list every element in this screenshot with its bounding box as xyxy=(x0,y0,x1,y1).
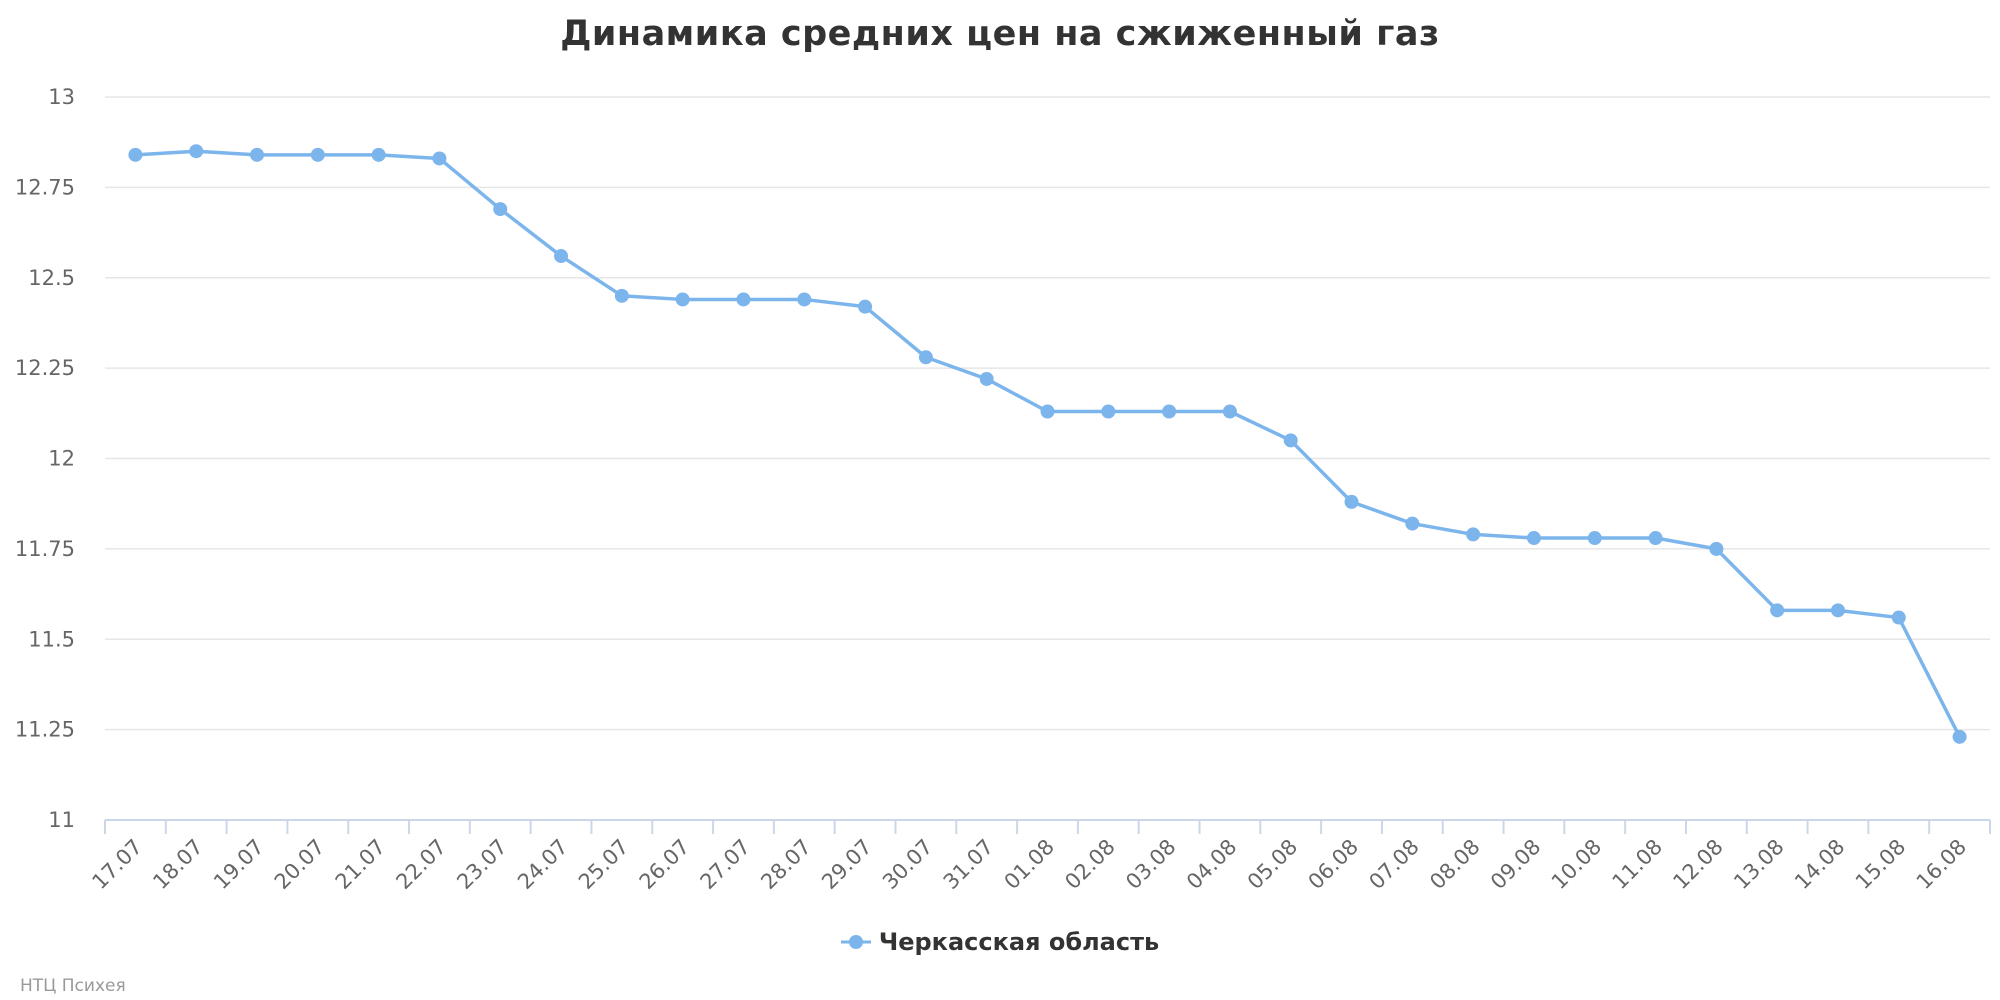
data-point[interactable] xyxy=(250,147,265,162)
data-point[interactable] xyxy=(858,299,873,314)
y-axis: 11 11.25 11.5 11.75 12 12.25 12.5 12.75 13 xyxy=(15,85,75,832)
x-tick-label: 18.07 xyxy=(148,835,207,894)
x-tick-label: 02.08 xyxy=(1060,835,1119,894)
data-point[interactable] xyxy=(128,147,143,162)
data-point[interactable] xyxy=(614,288,629,303)
data-point[interactable] xyxy=(1040,404,1055,419)
y-tick-label: 12.25 xyxy=(15,356,75,380)
x-tick-label: 26.07 xyxy=(635,835,694,894)
x-axis: 17.07 18.07 19.07 20.07 21.07 22.07 23.07 24.07… xyxy=(87,819,1991,894)
data-point[interactable] xyxy=(736,292,751,307)
x-tick-label: 04.08 xyxy=(1182,835,1241,894)
y-tick-label: 11 xyxy=(48,808,75,832)
y-tick-label: 11.25 xyxy=(15,718,75,742)
x-tick-label: 21.07 xyxy=(331,835,390,894)
x-tick-label: 31.07 xyxy=(939,835,998,894)
grid-lines xyxy=(105,96,1990,731)
legend-marker-icon xyxy=(840,935,871,949)
data-point[interactable] xyxy=(979,371,994,386)
legend-item[interactable]: Черкасская область xyxy=(840,928,1160,956)
data-point[interactable] xyxy=(1830,603,1845,618)
data-point[interactable] xyxy=(189,144,204,159)
x-tick-label: 11.08 xyxy=(1608,835,1667,894)
x-tick-label: 08.08 xyxy=(1425,835,1484,894)
series-layer xyxy=(128,144,1967,744)
x-tick-label: 03.08 xyxy=(1121,835,1180,894)
data-point[interactable] xyxy=(1709,541,1724,556)
data-point[interactable] xyxy=(432,151,447,166)
y-tick-label: 12.75 xyxy=(15,175,75,199)
x-tick-label: 05.08 xyxy=(1243,835,1302,894)
data-point[interactable] xyxy=(1587,531,1602,546)
x-tick-label: 10.08 xyxy=(1547,835,1606,894)
y-tick-label: 11.5 xyxy=(28,627,75,651)
x-tick-label: 28.07 xyxy=(756,835,815,894)
legend-label: Черкасская область xyxy=(878,928,1160,956)
data-point[interactable] xyxy=(1101,404,1116,419)
x-tick-label: 22.07 xyxy=(391,835,450,894)
x-tick-label: 16.08 xyxy=(1912,835,1971,894)
x-tick-label: 06.08 xyxy=(1304,835,1363,894)
x-tick-label: 15.08 xyxy=(1851,835,1910,894)
data-point[interactable] xyxy=(675,292,690,307)
y-tick-label: 13 xyxy=(48,85,75,109)
x-tick-label: 20.07 xyxy=(270,835,329,894)
data-point[interactable] xyxy=(1405,516,1420,531)
x-tick-label: 14.08 xyxy=(1790,835,1849,894)
x-tick-label: 30.07 xyxy=(878,835,937,894)
x-tick-label: 13.08 xyxy=(1729,835,1788,894)
chart-title: Динамика средних цен на сжиженный газ xyxy=(560,14,1440,54)
x-tick-label: 19.07 xyxy=(209,835,268,894)
x-tick-label: 09.08 xyxy=(1486,835,1545,894)
data-point[interactable] xyxy=(1283,433,1298,448)
legend: Черкасская область xyxy=(0,928,2000,958)
data-point[interactable] xyxy=(1526,531,1541,546)
data-point[interactable] xyxy=(1770,603,1785,618)
data-point[interactable] xyxy=(1891,610,1906,625)
x-tick-label: 07.08 xyxy=(1364,835,1423,894)
data-point[interactable] xyxy=(1952,729,1967,744)
data-point[interactable] xyxy=(493,202,508,217)
data-point[interactable] xyxy=(554,249,569,264)
data-point[interactable] xyxy=(310,147,325,162)
x-tick-label: 12.08 xyxy=(1668,835,1727,894)
y-tick-label: 12.5 xyxy=(28,266,75,290)
x-tick-label: 27.07 xyxy=(696,835,755,894)
x-tick-label: 17.07 xyxy=(87,835,146,894)
x-tick-label: 23.07 xyxy=(452,835,511,894)
data-point[interactable] xyxy=(1648,531,1663,546)
data-point[interactable] xyxy=(797,292,812,307)
x-tick-label: 24.07 xyxy=(513,835,572,894)
data-point[interactable] xyxy=(371,147,386,162)
x-tick-label: 25.07 xyxy=(574,835,633,894)
credits-text[interactable]: НТЦ Психея xyxy=(20,976,126,996)
data-point[interactable] xyxy=(1222,404,1237,419)
data-point[interactable] xyxy=(1466,527,1481,542)
data-point[interactable] xyxy=(1162,404,1177,419)
data-point[interactable] xyxy=(1344,494,1359,509)
data-point[interactable] xyxy=(918,350,933,365)
x-tick-label: 29.07 xyxy=(817,835,876,894)
y-tick-label: 12 xyxy=(48,447,75,471)
series-line xyxy=(135,149,1962,738)
x-tick-label: 01.08 xyxy=(1000,835,1059,894)
y-tick-label: 11.75 xyxy=(15,537,75,561)
